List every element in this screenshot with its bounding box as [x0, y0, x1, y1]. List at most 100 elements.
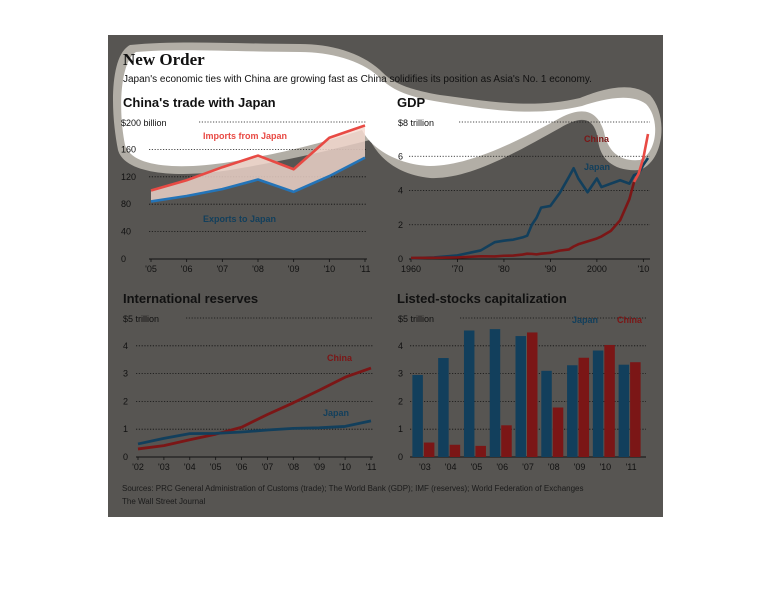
publisher-credit: The Wall Street Journal — [122, 497, 206, 506]
gdp-series-line-japan — [410, 157, 650, 260]
stocks-bar-china — [423, 442, 435, 457]
trade-ytick-label: 160 — [121, 144, 136, 154]
reserves-ytick-label: 1 — [123, 424, 128, 434]
gdp-series-line-china-recent — [632, 133, 650, 183]
reserves-series-label-japan: Japan — [323, 408, 349, 418]
stocks-xtick-label: '08 — [548, 462, 560, 472]
gdp-chart-title: GDP — [397, 95, 426, 110]
stocks-xtick-label: '10 — [599, 462, 611, 472]
stocks-bar-china — [578, 357, 590, 457]
stocks-legend-china: China — [617, 315, 643, 325]
stocks-xtick-label: '04 — [445, 462, 457, 472]
gdp-xtick-label: 2000 — [587, 264, 607, 274]
stocks-xtick-label: '06 — [496, 462, 508, 472]
stocks-legend-japan: Japan — [572, 315, 598, 325]
trade-ytick-label: 120 — [121, 172, 136, 182]
trade-xtick-label: '07 — [216, 264, 228, 274]
reserves-series-line-0 — [137, 366, 372, 451]
trade-series-label-imports: Imports from Japan — [203, 131, 287, 141]
trade-xtick-label: '05 — [145, 264, 157, 274]
trade-ytick-label: 40 — [121, 227, 131, 237]
stocks-bar-japan — [463, 330, 475, 457]
stocks-bar-japan — [541, 370, 552, 457]
stocks-bar-japan — [515, 336, 526, 457]
stocks-bar-japan — [489, 329, 501, 457]
reserves-xtick-label: '02 — [132, 462, 144, 472]
reserves-xtick-label: '07 — [262, 462, 274, 472]
gdp-xtick-label: '10 — [637, 264, 649, 274]
stocks-xtick-label: '07 — [522, 462, 534, 472]
stocks-bar-china — [475, 445, 486, 457]
stocks-ytick-label: 0 — [398, 452, 403, 462]
gdp-xtick-label: '70 — [452, 264, 464, 274]
stocks-bar-japan — [592, 350, 604, 457]
stocks-bar-japan — [412, 374, 423, 457]
stocks-ytick-label: 1 — [398, 424, 403, 434]
stocks-chart-title: Listed-stocks capitalization — [397, 291, 567, 306]
reserves-series-line-1 — [137, 419, 372, 446]
reserves-xtick-label: '11 — [365, 462, 376, 472]
stocks-xtick-label: '09 — [574, 462, 586, 472]
gdp-ytick-label: 0 — [398, 254, 403, 264]
reserves-chart-title: International reserves — [123, 291, 259, 306]
trade-chart-title: China's trade with Japan — [123, 95, 276, 110]
gdp-series-label-japan: Japan — [584, 162, 610, 172]
stocks-bar-china — [630, 362, 641, 457]
gdp-series-line-china — [410, 181, 636, 260]
stocks-xtick-label: '05 — [471, 462, 483, 472]
gdp-series-label-china: China — [584, 134, 610, 144]
gdp-ytick-label: 6 — [398, 151, 403, 161]
trade-xtick-label: '09 — [288, 264, 300, 274]
trade-xtick-label: '11 — [359, 264, 370, 274]
page-subtitle: Japan's economic ties with China are gro… — [123, 74, 592, 85]
gdp-unit-label: $8 trillion — [398, 118, 434, 128]
gdp-xtick-label: 1960 — [401, 264, 421, 274]
sources-note: Sources: PRC General Administration of C… — [122, 484, 584, 493]
reserves-ytick-label: 0 — [123, 452, 128, 462]
page-title: New Order — [123, 50, 205, 69]
reserves-ytick-label: 3 — [123, 369, 128, 379]
stocks-xtick-label: '11 — [626, 462, 637, 472]
reserves-xtick-label: '08 — [287, 462, 299, 472]
stocks-bar-japan — [618, 364, 630, 457]
stocks-xtick-label: '03 — [419, 462, 431, 472]
reserves-xtick-label: '04 — [184, 462, 196, 472]
stocks-ytick-label: 3 — [398, 369, 403, 379]
reserves-series-label-china: China — [327, 353, 353, 363]
gdp-xtick-label: '90 — [545, 264, 557, 274]
stocks-bar-china — [501, 425, 512, 457]
reserves-ytick-label: 4 — [123, 341, 128, 351]
trade-series-label-exports: Exports to Japan — [203, 214, 276, 224]
reserves-xtick-label: '10 — [339, 462, 351, 472]
trade-ytick-label: 0 — [121, 254, 126, 264]
stocks-unit-label: $5 trillion — [398, 314, 434, 324]
trade-gap-area — [151, 125, 365, 202]
reserves-unit-label: $5 trillion — [123, 314, 159, 324]
stocks-bar-china — [552, 407, 564, 457]
reserves-xtick-label: '03 — [158, 462, 170, 472]
gdp-ytick-label: 2 — [398, 220, 403, 230]
stocks-bar-china — [604, 344, 615, 457]
reserves-ytick-label: 2 — [123, 396, 128, 406]
gdp-ytick-label: 4 — [398, 186, 403, 196]
trade-xtick-label: '10 — [323, 264, 335, 274]
gdp-xtick-label: '80 — [498, 264, 510, 274]
stocks-bar-japan — [438, 358, 449, 457]
trade-unit-label: $200 billion — [121, 118, 167, 128]
stocks-bar-china — [449, 444, 461, 457]
stocks-ytick-label: 4 — [398, 341, 403, 351]
reserves-xtick-label: '06 — [236, 462, 248, 472]
stocks-bar-china — [527, 332, 538, 457]
reserves-xtick-label: '05 — [210, 462, 222, 472]
stocks-bar-japan — [567, 365, 578, 457]
trade-series-line-0 — [150, 124, 366, 192]
trade-ytick-label: 80 — [121, 199, 131, 209]
trade-xtick-label: '06 — [181, 264, 193, 274]
reserves-xtick-label: '09 — [313, 462, 325, 472]
stocks-ytick-label: 2 — [398, 396, 403, 406]
